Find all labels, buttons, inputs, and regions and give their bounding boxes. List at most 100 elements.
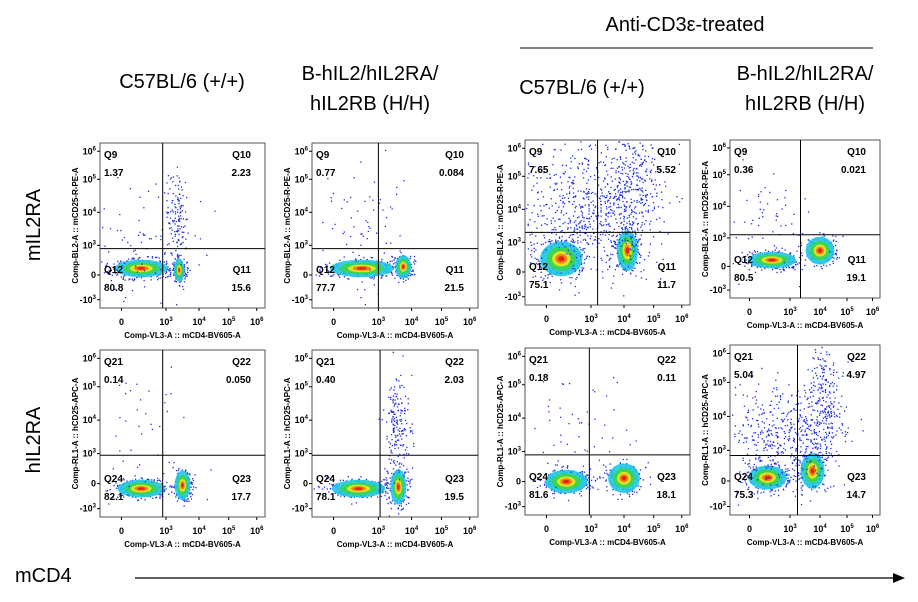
event-dot <box>401 433 403 435</box>
event-dot <box>586 217 588 219</box>
event-dot <box>623 208 626 211</box>
event-dot <box>127 258 130 260</box>
event-dot <box>179 281 181 283</box>
event-dot <box>175 494 178 496</box>
quadrant-name: Q12 <box>734 255 753 266</box>
event-dot <box>639 155 641 157</box>
tick-label: 0 <box>721 261 726 271</box>
event-dot <box>630 181 632 183</box>
density-core <box>356 267 367 270</box>
event-dot <box>392 263 395 265</box>
event-dot <box>176 254 179 257</box>
event-dot <box>571 182 573 184</box>
event-dot <box>617 265 620 268</box>
event-dot <box>619 217 622 219</box>
event-dot <box>639 262 641 264</box>
event-dot <box>126 260 128 262</box>
event-dot <box>543 484 546 486</box>
event-dot <box>588 243 590 245</box>
tick-base: 10 <box>508 143 518 153</box>
event-dot <box>624 240 626 242</box>
event-dot <box>616 264 618 266</box>
event-dot <box>400 409 402 411</box>
event-dot <box>804 264 806 267</box>
event-dot <box>575 224 577 226</box>
event-dot <box>347 278 349 280</box>
event-dot <box>799 256 801 259</box>
tick-base: -10 <box>80 295 93 305</box>
event-dot <box>605 466 607 468</box>
event-dot <box>576 228 578 230</box>
event-dot <box>373 284 376 286</box>
event-dot <box>552 470 554 472</box>
event-dot <box>612 246 614 248</box>
event-dot <box>624 184 626 186</box>
event-dot <box>190 495 192 498</box>
event-dot <box>172 176 175 178</box>
event-dot <box>112 468 114 470</box>
event-dot <box>538 171 540 173</box>
event-dot <box>530 241 532 243</box>
column-header: C57BL/6 (+/+) <box>519 77 645 99</box>
event-dot <box>119 417 121 419</box>
tick-label: 0 <box>544 314 549 324</box>
event-dot <box>570 282 572 284</box>
event-dot <box>321 273 323 276</box>
event-dot <box>573 245 575 247</box>
event-dot <box>393 413 395 415</box>
tick-exp: 3 <box>518 292 522 298</box>
event-dot <box>327 178 329 180</box>
event-dot <box>603 164 606 167</box>
event-dot <box>411 266 413 269</box>
x-axis-label: Comp-VL3-A :: mCD4-BV605-A <box>337 331 454 340</box>
event-dot <box>630 198 632 200</box>
event-dot <box>400 430 403 432</box>
quadrant-name: Q11 <box>658 262 677 273</box>
event-dot <box>585 476 587 478</box>
event-dot <box>659 217 661 219</box>
event-dot <box>617 185 619 187</box>
event-dot <box>793 266 795 268</box>
event-dot <box>183 281 186 283</box>
event-dot <box>137 234 140 237</box>
event-dot <box>665 185 667 187</box>
event-dot <box>169 273 172 275</box>
event-dot <box>315 274 317 276</box>
event-dot <box>629 222 631 225</box>
tick-exp: 4 <box>415 526 419 532</box>
event-dot <box>783 269 785 272</box>
event-dot <box>823 233 825 235</box>
event-dot <box>406 480 408 482</box>
event-dot <box>390 434 393 436</box>
event-dot <box>573 492 575 494</box>
event-dot <box>396 193 398 195</box>
event-dot <box>394 434 397 437</box>
event-dot <box>388 412 390 414</box>
event-dot <box>528 173 530 175</box>
event-dot <box>554 149 556 151</box>
event-dot <box>765 249 767 251</box>
event-dot <box>167 175 170 177</box>
event-dot <box>527 164 530 166</box>
tick-exp: 4 <box>202 526 206 532</box>
event-dot <box>643 269 645 271</box>
tick-base: 10 <box>159 526 169 536</box>
event-dot <box>546 224 548 226</box>
event-dot <box>583 191 585 193</box>
event-dot <box>759 201 761 203</box>
event-dot <box>618 238 621 241</box>
tick-exp: 6 <box>518 143 522 149</box>
event-dot <box>364 200 366 202</box>
event-dot <box>394 444 396 447</box>
event-dot <box>542 196 545 198</box>
event-dot <box>183 499 185 501</box>
event-dot <box>400 418 402 421</box>
quadrant-value: 2.03 <box>445 375 465 386</box>
event-dot <box>622 458 624 461</box>
event-dot <box>394 262 396 264</box>
event-dot <box>159 497 161 500</box>
event-dot <box>752 253 754 256</box>
event-dot <box>139 196 141 198</box>
event-dot <box>592 389 594 391</box>
